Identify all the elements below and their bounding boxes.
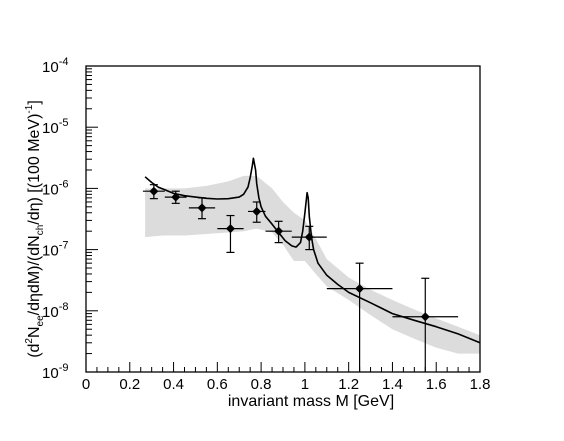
data-point-9 bbox=[392, 277, 459, 372]
y-tick-exponent: -5 bbox=[59, 117, 69, 129]
data-marker bbox=[149, 186, 159, 196]
y-tick-exponent: -7 bbox=[59, 240, 69, 252]
x-tick-label: 0.4 bbox=[163, 376, 184, 393]
data-marker bbox=[171, 192, 181, 202]
y-title-sup2: 2 bbox=[24, 338, 35, 344]
x-tick-label: 1 bbox=[301, 376, 309, 393]
data-point-8 bbox=[326, 262, 393, 372]
data-point-3 bbox=[188, 197, 216, 220]
uncertainty-band-layer bbox=[145, 175, 480, 354]
y-tick-exponent: -6 bbox=[59, 178, 69, 190]
uncertainty-band bbox=[145, 175, 480, 354]
y-title-mid: /dηdM)/(dN bbox=[26, 235, 43, 315]
data-marker bbox=[420, 312, 430, 322]
model-curve-layer bbox=[144, 157, 481, 344]
x-tick-label: 0.6 bbox=[207, 376, 228, 393]
y-tick-label: 10-4 bbox=[42, 56, 68, 76]
x-tick-label: 0.8 bbox=[251, 376, 272, 393]
x-tick-label: 1.4 bbox=[382, 376, 403, 393]
y-tick-label: 10-9 bbox=[42, 362, 68, 382]
y-title-tail: /dη) [(100 MeV) bbox=[26, 114, 43, 225]
y-title-sup-m1: -1 bbox=[24, 104, 35, 113]
x-tick-label: 1.6 bbox=[426, 376, 447, 393]
y-title-n: N bbox=[26, 326, 43, 338]
y-tick-base: 10 bbox=[42, 181, 59, 198]
y-title-sub-ee: ee bbox=[35, 315, 46, 327]
y-tick-base: 10 bbox=[42, 59, 59, 76]
x-tick-label: 1.2 bbox=[338, 376, 359, 393]
x-axis-title: invariant mass M [GeV] bbox=[228, 393, 394, 410]
axes-layer: 0 0.2 0.4 0.6 0.8 1 1.2 1.4 1.6 1.810-910-810-710… bbox=[42, 56, 490, 393]
x-tick-label: 0.2 bbox=[119, 376, 140, 393]
y-tick-label: 10-6 bbox=[42, 178, 68, 198]
data-marker bbox=[274, 226, 284, 236]
y-axis-title: (d2Nee/dηdM)/(dNch/dη) [(100 MeV)-1] bbox=[24, 100, 46, 358]
data-marker bbox=[355, 284, 365, 294]
data-marker bbox=[225, 224, 235, 234]
data-point-1 bbox=[142, 184, 165, 200]
y-tick-base: 10 bbox=[42, 304, 59, 321]
y-tick-exponent: -4 bbox=[59, 56, 69, 68]
y-tick-label: 10-7 bbox=[42, 240, 68, 260]
model-curve bbox=[144, 157, 481, 344]
data-marker bbox=[304, 232, 314, 242]
data-marker bbox=[252, 206, 262, 216]
x-tick-label: 1.8 bbox=[470, 376, 491, 393]
y-tick-label: 10-5 bbox=[42, 117, 68, 137]
y-title-open: (d bbox=[26, 344, 43, 358]
data-marker bbox=[197, 203, 207, 213]
y-tick-base: 10 bbox=[42, 365, 59, 382]
x-tick-label: 0 bbox=[82, 376, 90, 393]
data-point-6 bbox=[265, 220, 292, 244]
data-points-layer bbox=[142, 184, 459, 372]
y-tick-base: 10 bbox=[42, 120, 59, 137]
y-title-sub-ch: ch bbox=[35, 225, 46, 236]
y-tick-exponent: -8 bbox=[59, 301, 69, 313]
data-point-7 bbox=[291, 225, 327, 251]
data-point-2 bbox=[164, 190, 187, 204]
data-point-4 bbox=[217, 214, 244, 254]
y-title-close: ] bbox=[26, 100, 43, 104]
data-point-5 bbox=[247, 201, 266, 223]
y-tick-base: 10 bbox=[42, 243, 59, 260]
y-tick-label: 10-8 bbox=[42, 301, 68, 321]
y-tick-exponent: -9 bbox=[59, 362, 69, 374]
